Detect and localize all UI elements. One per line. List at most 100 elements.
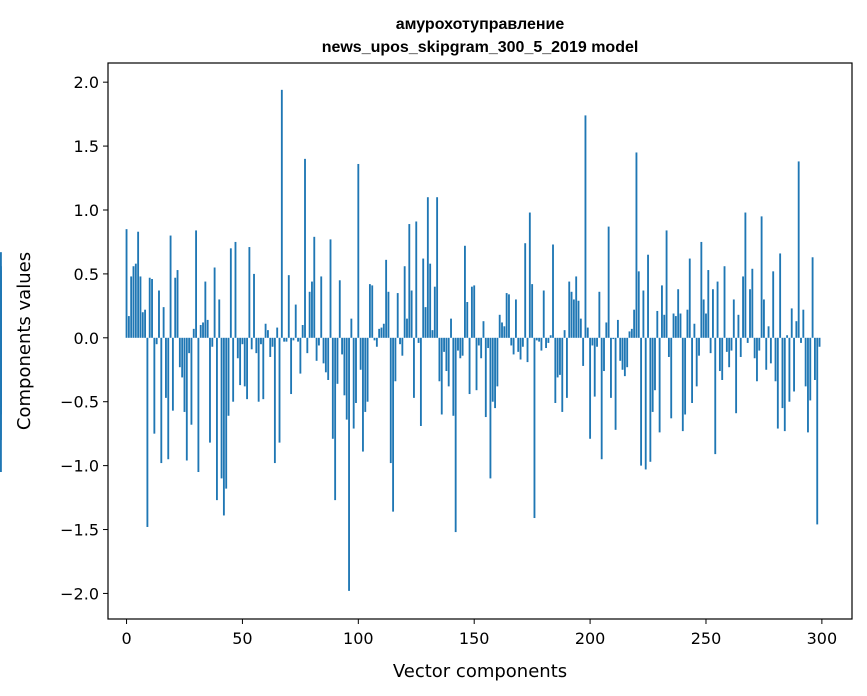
bar-65 bbox=[276, 327, 279, 338]
bar-299 bbox=[818, 337, 821, 347]
bar-57 bbox=[257, 337, 260, 402]
bar-254 bbox=[714, 337, 717, 455]
bar-206 bbox=[603, 337, 605, 372]
bar-211 bbox=[614, 337, 617, 430]
bar-108 bbox=[375, 337, 378, 347]
bar-44 bbox=[227, 337, 230, 416]
bar-147 bbox=[466, 302, 469, 338]
bar-156 bbox=[487, 337, 490, 349]
bar-6 bbox=[139, 276, 142, 338]
x-axis-label: Vector components bbox=[393, 661, 567, 682]
bar-255 bbox=[716, 281, 719, 338]
bar-37 bbox=[211, 337, 214, 347]
bar-242 bbox=[686, 309, 689, 338]
y-tick-label: −1.5 bbox=[60, 521, 99, 540]
bar-undefined bbox=[0, 337, 2, 407]
bar-183 bbox=[549, 335, 552, 338]
bar-179 bbox=[540, 337, 543, 351]
bar-31 bbox=[197, 337, 200, 473]
bar-258 bbox=[723, 266, 726, 338]
bar-114 bbox=[389, 337, 392, 464]
bar-23 bbox=[178, 337, 181, 368]
bar-51 bbox=[243, 337, 246, 387]
bar-119 bbox=[401, 337, 404, 356]
bar-136 bbox=[440, 337, 443, 415]
x-axis-ticks: 0 50 100 150 200 250 300 bbox=[121, 619, 837, 648]
bar-218 bbox=[630, 328, 633, 338]
bar-138 bbox=[445, 337, 448, 372]
bar-195 bbox=[577, 300, 580, 338]
bar-97 bbox=[350, 318, 353, 338]
bar-194 bbox=[575, 276, 578, 338]
bar-276 bbox=[765, 337, 768, 370]
bar-217 bbox=[628, 331, 631, 338]
bar-259 bbox=[725, 337, 728, 352]
y-axis-label: Components values bbox=[14, 252, 35, 430]
bar-178 bbox=[538, 337, 541, 342]
bar-107 bbox=[373, 337, 376, 341]
y-tick-label: −1.0 bbox=[60, 457, 99, 476]
bar-120 bbox=[403, 266, 406, 338]
bar-209 bbox=[610, 337, 612, 398]
bar-220 bbox=[635, 152, 638, 338]
bar-13 bbox=[155, 337, 158, 345]
bar-198 bbox=[584, 115, 587, 338]
bar-undefined bbox=[0, 266, 2, 338]
bar-163 bbox=[503, 326, 506, 338]
bar-166 bbox=[510, 337, 513, 346]
bar-296 bbox=[811, 257, 814, 338]
bar-14 bbox=[158, 290, 160, 338]
bar-137 bbox=[443, 337, 445, 352]
bar-60 bbox=[264, 323, 267, 338]
bar-20 bbox=[171, 337, 174, 411]
bar-181 bbox=[545, 337, 547, 349]
y-tick-label: 0.0 bbox=[74, 329, 99, 348]
bar-0 bbox=[125, 229, 128, 338]
bar-155 bbox=[484, 337, 487, 418]
bar-92 bbox=[338, 280, 341, 338]
bar-238 bbox=[677, 289, 680, 338]
bar-94 bbox=[343, 337, 346, 396]
bar-192 bbox=[570, 291, 573, 338]
bar-66 bbox=[278, 337, 281, 443]
bar-233 bbox=[665, 230, 668, 338]
bar-285 bbox=[786, 335, 789, 338]
bar-230 bbox=[658, 337, 661, 433]
bar-162 bbox=[501, 322, 503, 338]
bar-287 bbox=[790, 308, 793, 338]
bar-68 bbox=[283, 337, 286, 342]
bar-21 bbox=[174, 277, 177, 338]
bar-252 bbox=[709, 337, 712, 354]
bar-133 bbox=[433, 286, 436, 338]
bar-1 bbox=[127, 316, 130, 338]
bar-213 bbox=[619, 337, 622, 361]
bar-95 bbox=[345, 337, 348, 420]
bar-58 bbox=[260, 337, 262, 345]
bar-264 bbox=[737, 314, 740, 338]
bar-222 bbox=[640, 337, 643, 466]
bar-143 bbox=[457, 337, 459, 351]
bar-40 bbox=[218, 299, 221, 338]
bar-150 bbox=[473, 285, 476, 338]
bar-227 bbox=[651, 337, 654, 412]
bar-53 bbox=[248, 247, 251, 338]
bar-273 bbox=[758, 337, 761, 351]
bar-70 bbox=[287, 275, 290, 338]
chart-subtitle: news_upos_skipgram_300_5_2019 model bbox=[322, 39, 639, 56]
bar-207 bbox=[605, 322, 608, 338]
x-tick-label: 100 bbox=[343, 629, 374, 648]
bar-135 bbox=[438, 337, 441, 382]
bar-168 bbox=[515, 299, 517, 338]
bar-17 bbox=[165, 337, 167, 398]
bar-56 bbox=[255, 337, 258, 354]
bar-90 bbox=[334, 337, 337, 501]
bar-25 bbox=[183, 337, 186, 412]
bar-26 bbox=[185, 337, 188, 461]
bar-67 bbox=[280, 89, 283, 338]
bar-10 bbox=[148, 277, 151, 338]
bar-174 bbox=[528, 212, 531, 338]
bar-129 bbox=[424, 307, 427, 338]
bar-190 bbox=[565, 337, 568, 398]
bar-76 bbox=[301, 325, 304, 338]
bar-15 bbox=[160, 337, 163, 464]
